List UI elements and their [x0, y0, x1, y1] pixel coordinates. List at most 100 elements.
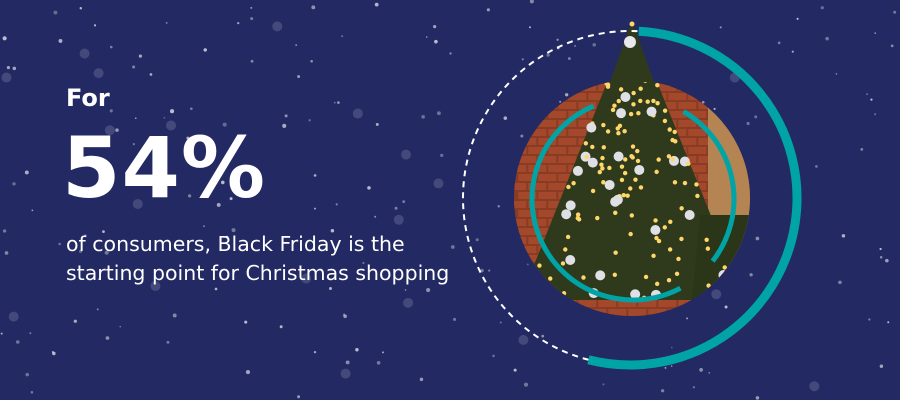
- snowflake: [8, 311, 19, 322]
- brick: [518, 120, 537, 127]
- light: [635, 158, 641, 164]
- snowflake: [436, 111, 441, 116]
- brick: [568, 147, 587, 154]
- brick: [568, 93, 587, 100]
- snowflake: [97, 171, 108, 182]
- snowflake: [93, 274, 96, 276]
- light: [705, 246, 711, 251]
- snowflake: [528, 26, 531, 29]
- brick: [678, 138, 697, 145]
- brick: [648, 309, 667, 316]
- brick: [518, 156, 537, 163]
- snowflake: [393, 214, 404, 225]
- light: [605, 129, 611, 134]
- ornament: [561, 209, 572, 220]
- snowflake: [310, 59, 313, 63]
- snowflake: [51, 350, 54, 353]
- brick: [678, 102, 697, 109]
- headline-description: of consumers, Black Friday is the starti…: [66, 232, 450, 285]
- snowflake: [165, 21, 168, 24]
- headline-percent: 54%: [62, 119, 267, 217]
- snowflake: [362, 261, 365, 265]
- brick: [514, 129, 527, 136]
- ornament: [616, 108, 627, 119]
- light: [584, 154, 589, 160]
- brick: [528, 129, 547, 136]
- brick: [688, 93, 707, 100]
- light: [581, 275, 586, 280]
- light: [662, 118, 668, 124]
- brick: [658, 84, 677, 91]
- snowflake: [93, 68, 104, 79]
- snowflake: [96, 308, 99, 311]
- light: [631, 102, 636, 107]
- snowflake: [835, 73, 838, 75]
- brick: [558, 318, 576, 325]
- snowflake: [93, 24, 97, 27]
- snowflake: [567, 57, 571, 61]
- snowflake: [115, 128, 119, 132]
- brick: [698, 156, 717, 163]
- brick: [528, 201, 547, 208]
- snowflake: [375, 122, 379, 126]
- snowflake: [297, 395, 301, 399]
- brick: [578, 300, 597, 307]
- light: [595, 215, 600, 221]
- brick: [698, 138, 717, 145]
- snowflake: [559, 100, 562, 103]
- snowflake: [345, 360, 350, 365]
- brick: [514, 219, 527, 226]
- snowflake: [546, 53, 550, 57]
- light: [590, 188, 596, 194]
- ornament: [718, 270, 729, 281]
- brick: [698, 192, 717, 199]
- brick: [514, 291, 527, 298]
- snowflake: [486, 8, 490, 12]
- brick: [518, 84, 537, 91]
- light: [672, 129, 677, 135]
- ornament: [595, 270, 606, 281]
- inner-ring-arc: [529, 103, 682, 303]
- light: [571, 180, 576, 186]
- snowflake: [426, 287, 431, 293]
- brick: [528, 147, 547, 154]
- light: [621, 193, 626, 198]
- brick: [518, 300, 537, 307]
- brick: [688, 111, 707, 118]
- brick: [514, 183, 527, 190]
- snowflake: [250, 59, 254, 63]
- snowflake: [105, 336, 110, 340]
- snowflake: [564, 93, 569, 97]
- snowflake: [450, 245, 455, 249]
- snowflake: [686, 317, 689, 320]
- brick: [518, 192, 537, 199]
- light: [629, 213, 635, 218]
- snowflake: [403, 297, 414, 308]
- light: [623, 157, 628, 162]
- snowflake: [475, 238, 479, 242]
- snowflake: [330, 229, 335, 233]
- snowflake: [488, 269, 491, 272]
- snowflake: [92, 191, 97, 196]
- snowflake: [518, 334, 529, 345]
- light: [618, 87, 624, 92]
- light: [656, 238, 662, 244]
- light: [662, 225, 668, 230]
- snowflake: [749, 273, 753, 277]
- light: [636, 111, 641, 116]
- brick: [548, 165, 567, 172]
- snowflake: [58, 38, 63, 43]
- snowflake: [311, 5, 316, 10]
- brick: [578, 102, 597, 109]
- snowflake: [337, 101, 340, 104]
- ornament: [604, 179, 615, 190]
- light: [667, 127, 672, 132]
- brick: [668, 93, 687, 100]
- snowflake: [150, 281, 161, 292]
- brick: [538, 156, 557, 163]
- light: [679, 236, 684, 242]
- snowflake: [73, 319, 77, 323]
- snowflake: [165, 120, 176, 131]
- snowflake: [295, 44, 298, 47]
- snowflake: [132, 65, 136, 69]
